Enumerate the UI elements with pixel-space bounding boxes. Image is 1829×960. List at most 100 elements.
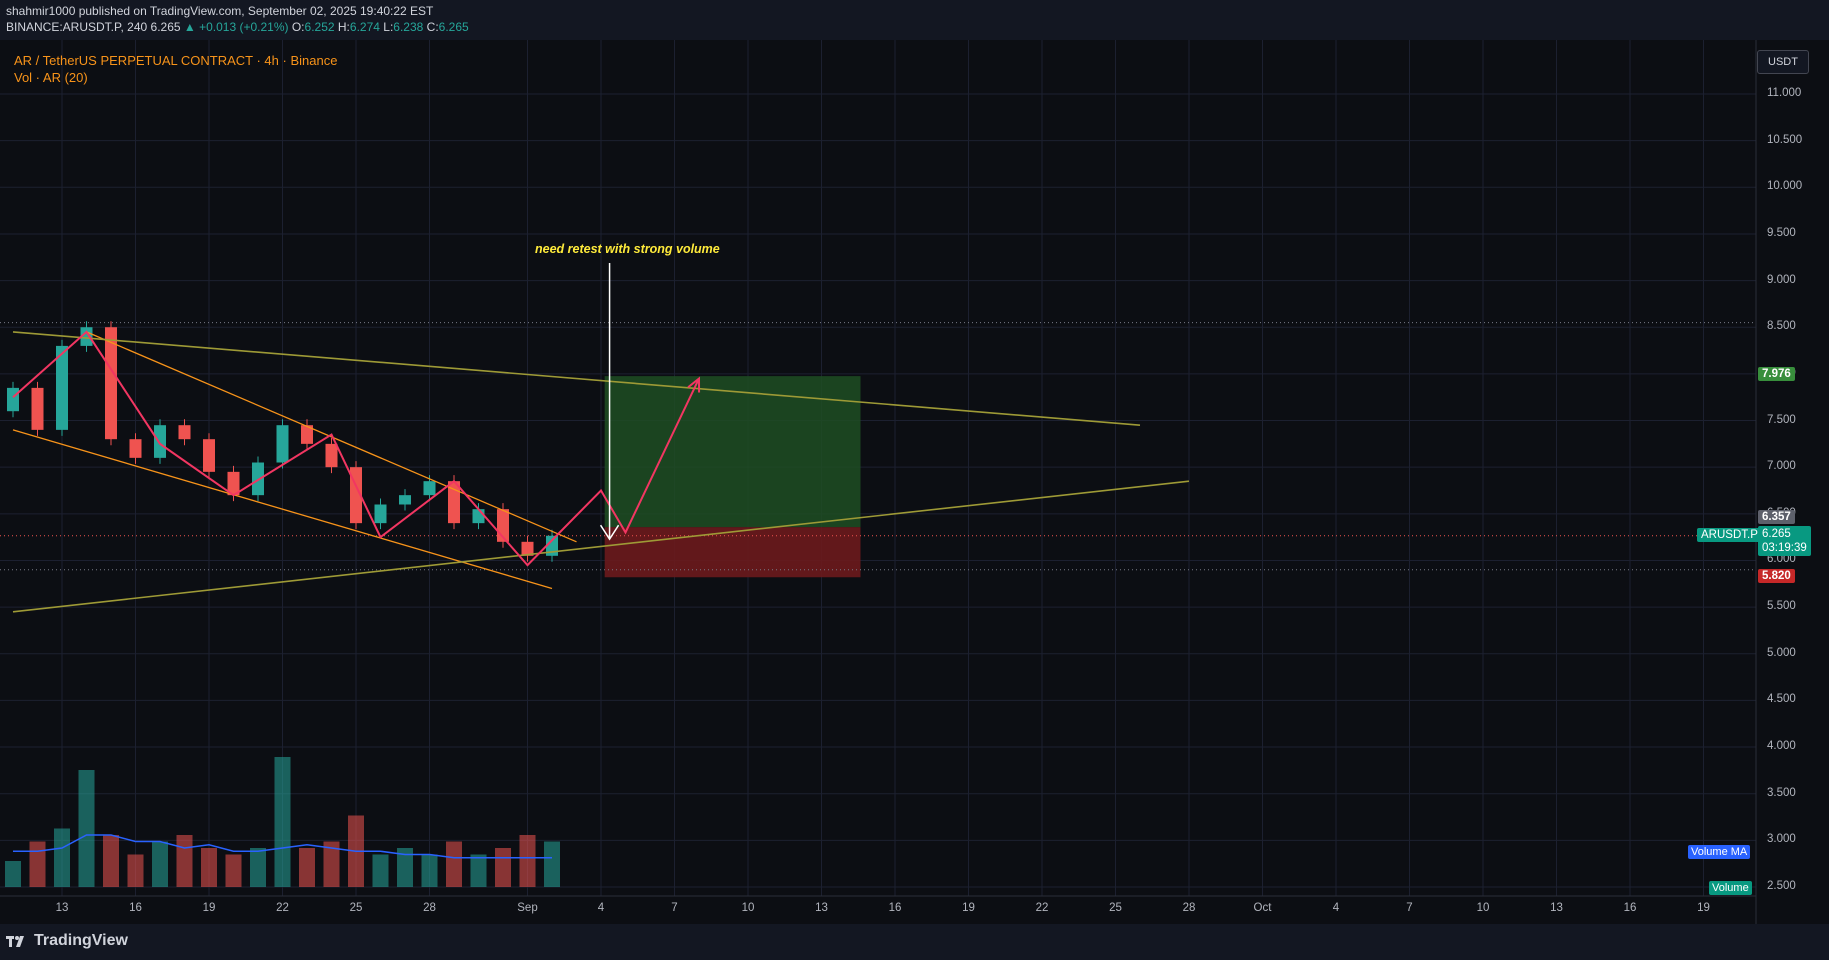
- target-zone: [604, 376, 861, 528]
- volume-bars: [5, 757, 560, 887]
- symbol-price-label: ARUSDT.P: [1697, 528, 1762, 542]
- candle-body: [178, 425, 191, 440]
- legend-title: AR / TetherUS PERPETUAL CONTRACT · 4h · …: [14, 53, 338, 68]
- y-tick-label: 10.500: [1767, 133, 1803, 146]
- open-value: 6.252: [304, 20, 335, 34]
- candle-body: [227, 471, 240, 496]
- target-price-label: 7.976: [1758, 367, 1795, 381]
- y-tick-label: 5.500: [1767, 600, 1796, 613]
- volume-bar: [519, 835, 536, 887]
- low-value: 6.238: [393, 20, 424, 34]
- channel-upper-line: [86, 331, 577, 543]
- y-tick-label: 11.000: [1767, 87, 1802, 99]
- candle-body: [325, 443, 338, 468]
- low-label: L:: [383, 20, 394, 34]
- position-zones: [604, 376, 861, 578]
- volume-bar: [446, 841, 462, 887]
- candle-body: [423, 481, 436, 496]
- volume-bar: [299, 848, 315, 887]
- chart-legend: AR / TetherUS PERPETUAL CONTRACT · 4h · …: [14, 52, 337, 86]
- candle-body: [105, 327, 117, 440]
- y-tick-label: 2.500: [1767, 880, 1796, 892]
- x-tick-label: 25: [349, 902, 363, 914]
- candle-body: [521, 541, 534, 556]
- current-price-label: 6.265 03:19:39: [1758, 526, 1811, 556]
- volume-ma-badge: Volume MA: [1688, 845, 1751, 859]
- price-chart[interactable]: [0, 0, 1829, 924]
- chart-header: shahmir1000 published on TradingView.com…: [0, 0, 1829, 40]
- candle-body: [129, 439, 142, 458]
- y-tick-label: 3.500: [1767, 786, 1796, 799]
- brand-name: TradingView: [34, 932, 128, 949]
- x-tick-label: 4: [1332, 902, 1340, 914]
- y-tick-label: 6.000: [1767, 553, 1796, 566]
- annotation-text: need retest with strong volume: [535, 242, 720, 256]
- zigzag-arrowhead: [687, 376, 701, 393]
- x-tick-label: 13: [815, 902, 828, 914]
- footer-bar: [0, 924, 1829, 960]
- x-tick-label: 28: [423, 902, 436, 914]
- x-tick-label: 28: [1182, 902, 1196, 914]
- x-tick-label: 7: [671, 902, 678, 914]
- x-tick-label: 16: [129, 902, 142, 914]
- y-tick-label: 7.500: [1767, 413, 1796, 426]
- volume-bar: [250, 848, 266, 887]
- high-value: 6.274: [349, 20, 380, 34]
- open-label: O:: [291, 20, 305, 34]
- volume-bar: [421, 854, 438, 887]
- published-line: shahmir1000 published on TradingView.com…: [6, 4, 434, 18]
- x-tick-label: 13: [55, 902, 69, 914]
- tradingview-logo[interactable]: TradingView: [6, 932, 128, 950]
- y-tick-label: 9.500: [1767, 226, 1796, 239]
- y-tick-label: 5.000: [1767, 646, 1796, 659]
- candle-body: [7, 387, 19, 412]
- x-tick-label: 19: [962, 902, 975, 914]
- y-tick-label: 7.000: [1767, 460, 1796, 473]
- x-tick-label: 25: [1109, 902, 1122, 914]
- volume-bar: [54, 828, 70, 887]
- x-tick-label: 16: [888, 902, 902, 914]
- y-tick-label: 4.000: [1767, 740, 1796, 753]
- bar-countdown: 03:19:39: [1762, 542, 1807, 554]
- y-tick-label: 8.500: [1767, 320, 1796, 333]
- candle-body: [154, 425, 166, 458]
- entry-price-label: 6.357: [1758, 510, 1795, 524]
- x-tick-label: Sep: [517, 902, 538, 914]
- volume-bar: [274, 757, 291, 887]
- candle-body: [301, 425, 313, 444]
- volume-bar: [397, 848, 413, 887]
- x-tick-label: Oct: [1253, 902, 1272, 914]
- legend-indicator: Vol · AR (20): [14, 70, 88, 85]
- candle-body: [374, 504, 387, 524]
- volume-bar: [176, 835, 193, 887]
- symbol-interval: BINANCE:ARUSDT.P, 240: [6, 20, 148, 34]
- price-change: ▲ +0.013 (+0.21%): [183, 20, 289, 34]
- x-tick-label: 4: [597, 902, 605, 914]
- volume-bar: [201, 848, 217, 887]
- tradingview-icon: [6, 936, 24, 947]
- volume-bar: [323, 841, 340, 887]
- volume-bar: [225, 854, 242, 887]
- candle-body: [399, 495, 411, 505]
- x-tick-label: 10: [1476, 902, 1490, 914]
- x-tick-label: 22: [276, 902, 289, 914]
- volume-bar: [127, 854, 144, 887]
- volume-bar: [470, 854, 487, 887]
- volume-bar: [495, 848, 511, 887]
- current-price: 6.265: [1762, 528, 1791, 540]
- volume-bar: [372, 854, 389, 887]
- x-tick-label: 16: [1623, 902, 1637, 914]
- volume-badge: Volume: [1709, 881, 1752, 895]
- candle-body: [448, 481, 460, 524]
- stop-price-label: 5.820: [1758, 569, 1795, 583]
- candle-body: [276, 425, 289, 463]
- symbol-quote-line: BINANCE:ARUSDT.P, 240 6.265 ▲ +0.013 (+0…: [6, 20, 469, 35]
- currency-button[interactable]: USDT: [1757, 50, 1809, 74]
- x-tick-label: 19: [202, 902, 216, 914]
- candle-body: [472, 509, 485, 524]
- volume-bar: [78, 770, 95, 887]
- volume-bar: [29, 841, 46, 887]
- candle-body: [80, 327, 93, 346]
- y-tick-label: 3.000: [1767, 833, 1796, 846]
- resistance-trendline: [12, 331, 1141, 426]
